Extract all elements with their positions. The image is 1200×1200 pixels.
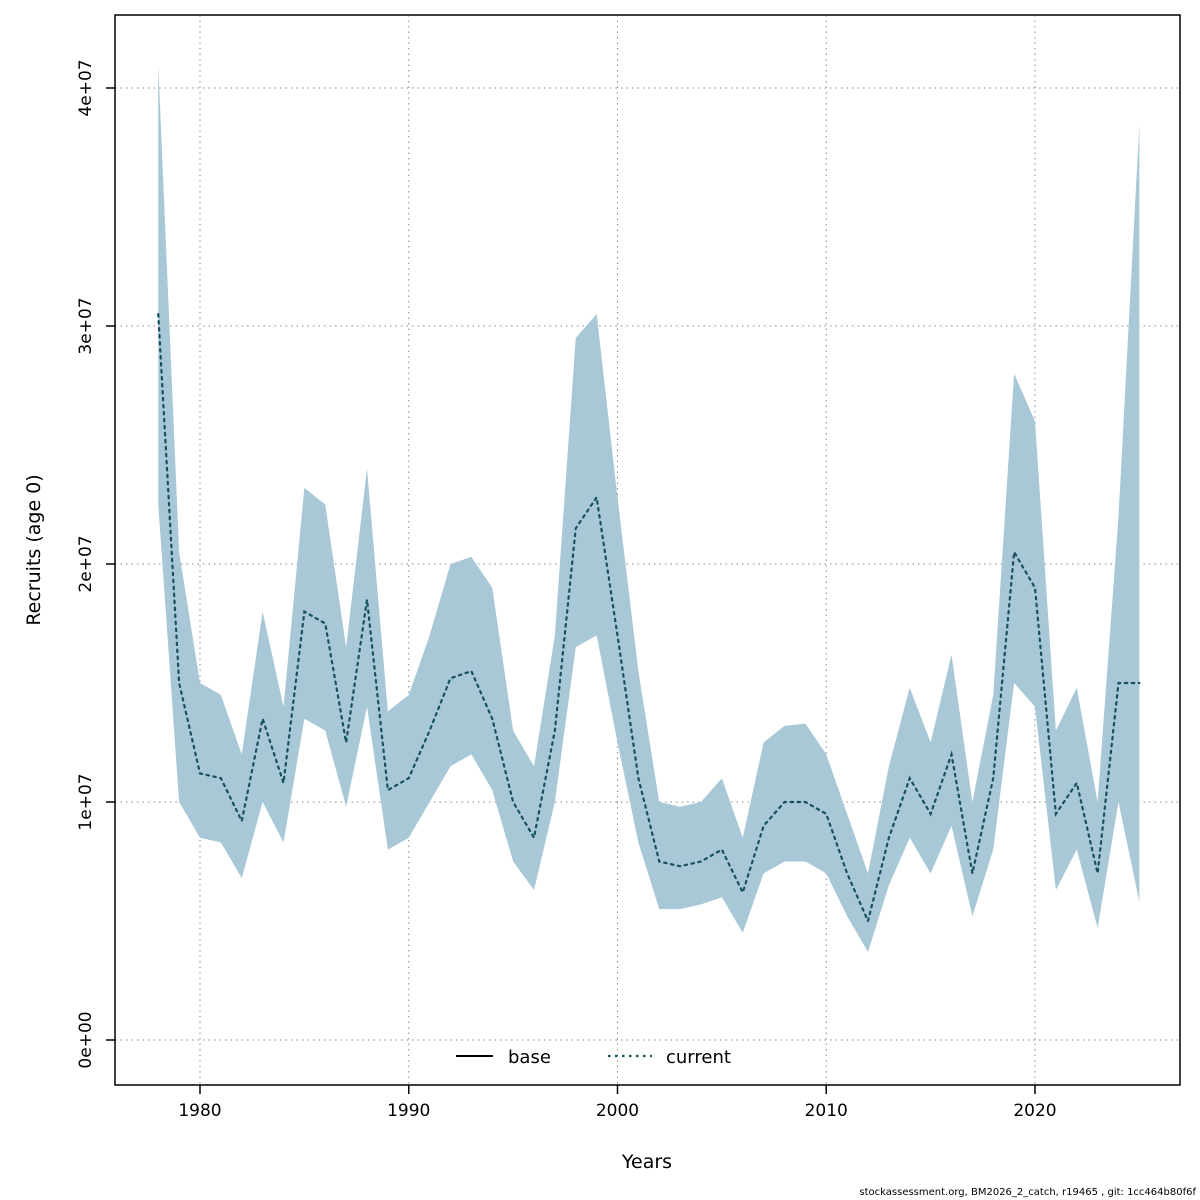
x-tick-label: 1980	[178, 1101, 221, 1121]
confidence-band	[158, 64, 1140, 952]
x-tick-label: 2020	[1013, 1101, 1056, 1121]
legend-current-label: current	[666, 1047, 731, 1068]
y-tick-label: 2e+07	[76, 535, 96, 592]
plot-border	[114, 14, 1181, 1086]
confidence-band-polygon	[158, 64, 1140, 952]
y-tick-label: 3e+07	[76, 297, 96, 354]
x-tick-label: 2000	[596, 1101, 639, 1121]
y-tick-label: 0e+00	[76, 1011, 96, 1068]
axis-ticks: 1980 1990 2000 2010 2020 0e+00 1e+07 2e+07 3e+07…	[76, 59, 1057, 1121]
current-median-line	[157, 313, 1141, 925]
x-axis-title: Years	[621, 1151, 672, 1173]
grid-lines	[115, 15, 1180, 1085]
y-tick-label: 4e+07	[76, 59, 96, 116]
y-axis-title: Recruits (age 0)	[23, 474, 45, 625]
legend: base current	[456, 1047, 731, 1068]
x-tick-label: 2010	[805, 1101, 848, 1121]
x-tick-label: 1990	[387, 1101, 430, 1121]
legend-base-label: base	[508, 1047, 551, 1068]
footer-citation: stockassessment.org, BM2026_2_catch, r19…	[859, 1187, 1196, 1198]
current-median-path	[157, 313, 1141, 925]
y-tick-label: 1e+07	[76, 773, 96, 830]
